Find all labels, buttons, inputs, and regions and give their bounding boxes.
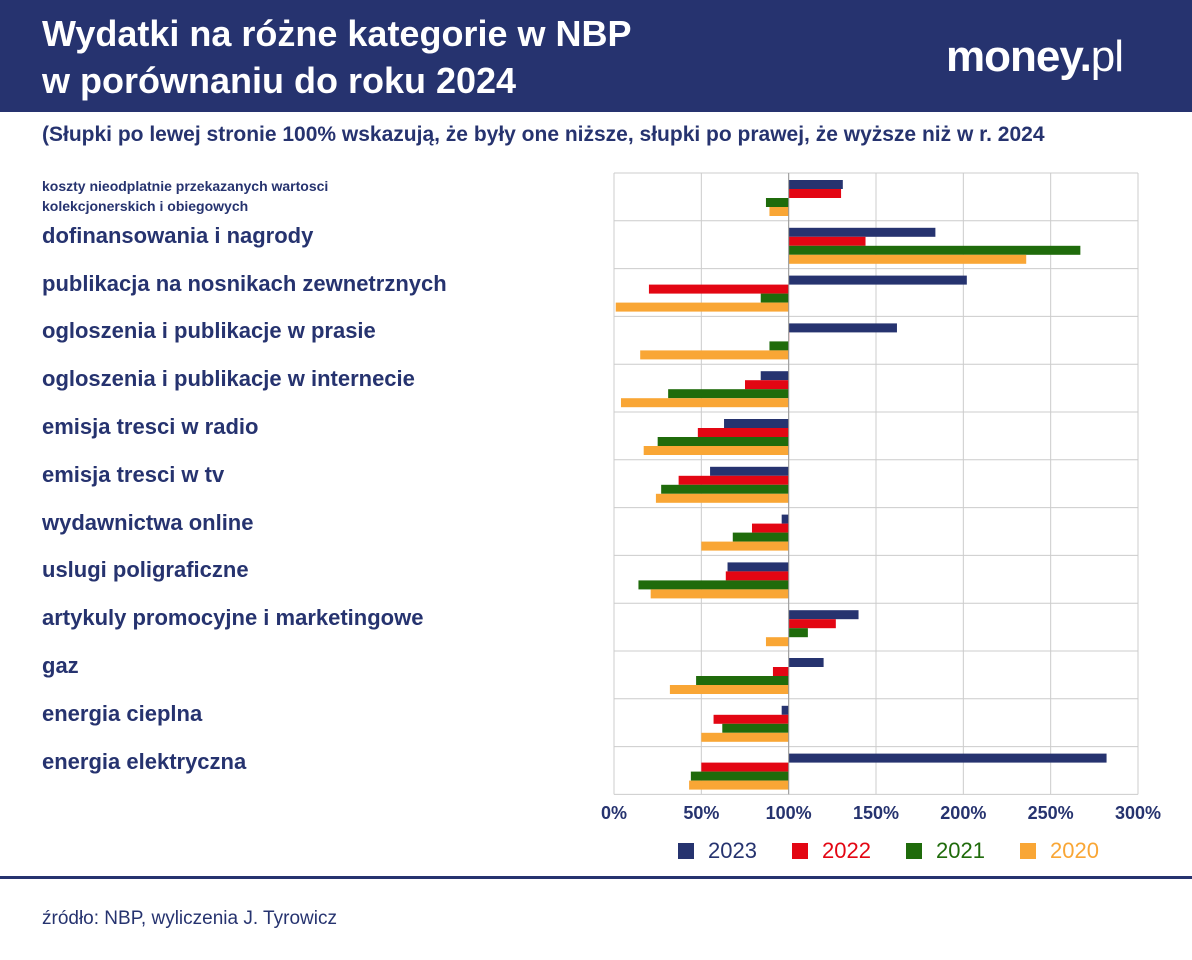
chart-title: Wydatki na różne kategorie w NBP w porów… (42, 13, 632, 101)
bar-2022 (788, 189, 842, 198)
legend-label: 2022 (822, 838, 871, 863)
bar-2023 (781, 514, 789, 524)
bar-2022 (678, 475, 789, 485)
bar-2020 (640, 350, 789, 360)
bar-2023 (781, 705, 789, 715)
bar-2021 (765, 198, 789, 207)
bar-2021 (638, 580, 789, 590)
bar-2021 (722, 723, 789, 733)
bar-2021 (732, 532, 789, 542)
x-tick-label: 150% (853, 803, 899, 823)
legend-label: 2020 (1050, 838, 1099, 863)
brand-logo: money.pl (946, 32, 1124, 82)
bar-2023 (788, 180, 843, 189)
category-label: artykuly promocyjne i marketingowe (42, 605, 424, 631)
legend-item: 2021 (906, 838, 1020, 864)
bar-2020 (650, 589, 789, 599)
header-banner: Wydatki na różne kategorie w NBP w porów… (0, 0, 1192, 112)
brand-main: money (946, 32, 1081, 81)
bar-2020 (620, 398, 789, 408)
category-label: koszty nieodplatnie przekazanych wartosc… (42, 178, 329, 214)
bar-2023 (788, 753, 1107, 763)
bar-2023 (788, 323, 897, 333)
bar-2020 (701, 541, 789, 551)
category-label: ogloszenia i publikacje w internecie (42, 366, 415, 392)
category-label: publikacja na nosnikach zewnetrznych (42, 270, 447, 296)
category-label: uslugi poligraficzne (42, 557, 249, 583)
category-label: emisja tresci w radio (42, 414, 259, 439)
x-tick-label: 300% (1115, 803, 1161, 823)
bar-2022 (648, 284, 789, 294)
category-label: wydawnictwa online (42, 509, 254, 535)
legend-item: 2023 (678, 838, 792, 864)
brand-dot: . (1079, 32, 1092, 81)
chart-subtitle: (Słupki po lewej stronie 100% wskazują, … (42, 123, 1045, 146)
bar-2020 (615, 302, 789, 312)
bar-2020 (655, 493, 789, 503)
brand-suffix: pl (1090, 32, 1124, 81)
x-tick-label: 50% (683, 803, 719, 823)
x-tick-label: 250% (1028, 803, 1074, 823)
bar-2022 (713, 714, 789, 724)
bar-2020 (669, 685, 789, 694)
bar-2023 (788, 227, 936, 237)
bar-2021 (769, 341, 789, 351)
chart-legend: 2023 2022 2021 2020 (678, 838, 1134, 864)
bar-2021 (668, 389, 789, 399)
bar-2023 (724, 419, 789, 428)
category-label: energia cieplna (42, 700, 203, 726)
bar-2022 (772, 667, 789, 676)
bar-2021 (661, 484, 789, 494)
bar-2023 (727, 562, 789, 572)
bar-2022 (751, 523, 789, 533)
x-tick-label: 200% (940, 803, 986, 823)
bar-2023 (760, 371, 789, 381)
bar-2020 (701, 732, 789, 742)
category-label: emisja tresci w tv (42, 461, 225, 487)
bar-2022 (697, 428, 789, 437)
category-label: gaz (42, 653, 79, 678)
bar-2021 (788, 245, 1081, 255)
bar-2021 (760, 293, 789, 303)
bar-2022 (788, 236, 866, 246)
legend-swatch (792, 843, 808, 859)
chart-plot: 0% 50% 100% 150% 200% 250% 300% (601, 172, 1161, 823)
x-tick-label: 0% (601, 803, 627, 823)
footer-divider (0, 876, 1192, 879)
bar-2022 (701, 762, 789, 772)
category-label: ogloszenia i publikacje w prasie (42, 318, 376, 344)
bar-2020 (765, 637, 789, 647)
bar-2023 (788, 610, 859, 620)
bar-2021 (690, 771, 789, 781)
bar-2020 (769, 207, 789, 216)
bar-2023 (788, 658, 824, 667)
legend-label: 2021 (936, 838, 985, 863)
source-note: źródło: NBP, wyliczenia J. Tyrowicz (42, 908, 337, 929)
bar-2020 (643, 446, 789, 455)
bar-2021 (696, 676, 789, 685)
legend-item: 2020 (1020, 838, 1134, 864)
category-label: energia elektryczna (42, 748, 247, 774)
legend-label: 2023 (708, 838, 757, 863)
bar-2020 (788, 254, 1027, 264)
bar-2022 (725, 571, 789, 581)
bar-2022 (745, 380, 789, 390)
legend-swatch (678, 843, 694, 859)
legend-item: 2022 (792, 838, 906, 864)
bar-2022 (788, 619, 836, 629)
legend-swatch (906, 843, 922, 859)
bar-2021 (788, 628, 808, 638)
legend-swatch (1020, 843, 1036, 859)
bar-2021 (657, 437, 789, 446)
bar-2023 (710, 466, 789, 476)
x-tick-label: 100% (766, 803, 812, 823)
bar-2020 (689, 780, 789, 790)
category-label: dofinansowania i nagrody (42, 222, 314, 248)
bar-2023 (788, 275, 967, 285)
